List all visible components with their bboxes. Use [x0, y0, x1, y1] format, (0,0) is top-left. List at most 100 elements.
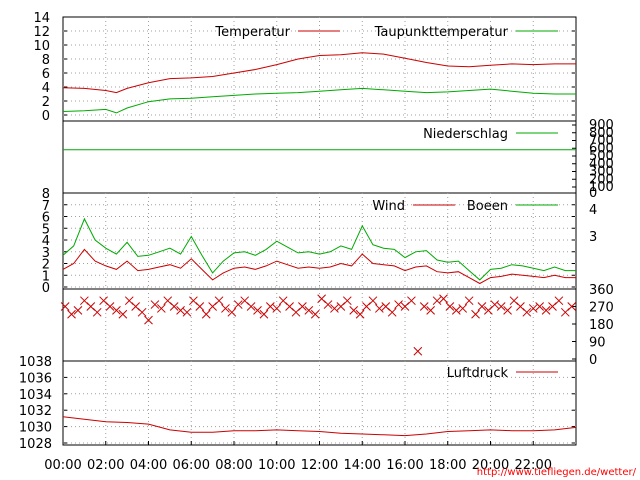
wind-direction-point-stroke [419, 302, 429, 311]
wind-direction-point-stroke [233, 300, 243, 309]
wind-direction-point-stroke [195, 302, 205, 311]
precipitation-legend-label: Niederschlag [423, 127, 508, 142]
wind-direction-point-stroke [394, 300, 403, 309]
wind-direction-point [567, 302, 577, 311]
wind-direction-point-stroke [246, 302, 256, 311]
precipitation-ytick-label: 600 [589, 141, 614, 156]
wind-direction-point [60, 302, 70, 311]
wind-direction-point [176, 306, 185, 315]
wind-direction-point [118, 309, 128, 319]
wind-direction-point-stroke [86, 302, 96, 311]
wind-direction-point-stroke [67, 309, 76, 319]
wind-direction-point-stroke [490, 300, 500, 309]
wind-ytick-label: 7 [42, 199, 50, 214]
precipitation-ytick-label: 200 [589, 172, 614, 187]
wind-direction-point [368, 296, 378, 306]
wind-direction-point-stroke [535, 302, 545, 311]
wind-direction-point [227, 307, 237, 317]
wind-direction-point [330, 304, 339, 313]
wind-direction-point-stroke [451, 306, 461, 315]
dewpoint-legend-label: Taupunkttemperatur [374, 25, 509, 40]
wind-direction-point-stroke [554, 296, 564, 306]
wind-right-tick-label: 3 [589, 230, 597, 245]
time-tick-label: 10:00 [258, 458, 295, 473]
wind-direction-point [144, 315, 153, 325]
wind-direction-point-stroke [304, 306, 314, 315]
time-tick-label: 02:00 [87, 458, 124, 473]
wind-direction-point [156, 304, 166, 313]
wind-direction-point-stroke [432, 296, 442, 306]
precipitation-ytick-label: 800 [589, 126, 614, 141]
wind-ytick-label: 8 [42, 187, 50, 202]
wind-direction-point [413, 346, 423, 356]
pressure-ytick-label: 1034 [19, 388, 52, 403]
temperature-ytick-label: 0 [42, 109, 50, 124]
wind-direction-point-stroke [458, 304, 468, 313]
wind-ytick-label: 2 [42, 258, 50, 273]
wind-direction-point [169, 302, 179, 311]
pressure-series [62, 416, 577, 437]
wind-direction-point-stroke [477, 302, 487, 311]
wind-direction-point-stroke [201, 309, 211, 319]
wind-direction-point-stroke [516, 302, 525, 311]
wind-direction-point [426, 306, 436, 315]
wind-direction-point [112, 306, 121, 315]
wind-direction-point-stroke [265, 302, 275, 311]
wind-direction-ytick-label: 180 [589, 318, 614, 333]
wind-direction-point-stroke [509, 296, 519, 306]
wind-direction-point-stroke [278, 296, 288, 306]
wind-direction-point-stroke [323, 300, 333, 309]
wind-direction-point-stroke [374, 304, 384, 313]
wind-direction-point [253, 306, 262, 315]
wind-direction-point-stroke [342, 296, 352, 306]
wind-direction-point-stroke [189, 296, 198, 306]
wind-direction-point [471, 309, 480, 319]
wind-direction-point-stroke [522, 307, 532, 317]
wind-direction-point [259, 309, 269, 319]
wind-direction-point [394, 300, 403, 309]
gusts-legend-label: Boeen [467, 199, 508, 214]
wind-direction-point [387, 307, 397, 317]
temperature-series [62, 52, 576, 94]
wind-direction-point-stroke [464, 296, 474, 306]
wind-direction-point-stroke [407, 296, 416, 306]
wind-direction-point [528, 304, 538, 313]
wind-direction-point [67, 309, 76, 319]
wind-direction-point-stroke [227, 307, 237, 317]
wind-direction-point [265, 302, 275, 311]
pressure-ytick-label: 1030 [19, 421, 52, 436]
wind-direction-point [150, 300, 160, 309]
wind-direction-point [233, 300, 243, 309]
wind-direction-point-stroke [182, 307, 192, 317]
temperature-ytick-label: 14 [33, 11, 50, 26]
pressure-ytick-label: 1028 [19, 437, 52, 452]
wind-direction-point-stroke [240, 296, 250, 306]
precipitation-ytick-label: 700 [589, 134, 614, 149]
time-tick-label: 06:00 [173, 458, 210, 473]
time-tick-label: 16:00 [386, 458, 423, 473]
wind-ytick-label: 1 [42, 269, 50, 284]
source-url[interactable]: http://www.tiefliegen.de/wetter/ [477, 467, 637, 478]
wind-direction-point [477, 302, 487, 311]
wind-direction-point [554, 296, 564, 306]
precipitation-ytick-label: 300 [589, 165, 614, 180]
temperature-legend-label: Temperatur [214, 25, 290, 40]
pressure-ytick-label: 1036 [19, 371, 52, 386]
wind-direction-point-stroke [541, 306, 551, 315]
temperature-ytick-label: 8 [42, 53, 50, 68]
wind-direction-point [310, 309, 320, 319]
wind-direction-point-stroke [80, 296, 89, 306]
temperature-ytick-label: 4 [42, 81, 50, 96]
wind-ytick-label: 6 [42, 211, 50, 226]
wind-direction-point [419, 302, 429, 311]
wind-direction-point-stroke [381, 302, 391, 311]
wind-direction-point [137, 307, 147, 317]
wind-direction-point-stroke [144, 315, 153, 325]
wind-direction-point-stroke [105, 302, 115, 311]
wind-direction-point-stroke [368, 296, 378, 306]
wind-direction-point-stroke [426, 306, 436, 315]
pressure-legend-label: Luftdruck [447, 366, 509, 381]
wind-direction-point-stroke [253, 306, 262, 315]
temperature-ytick-label: 12 [33, 25, 50, 40]
